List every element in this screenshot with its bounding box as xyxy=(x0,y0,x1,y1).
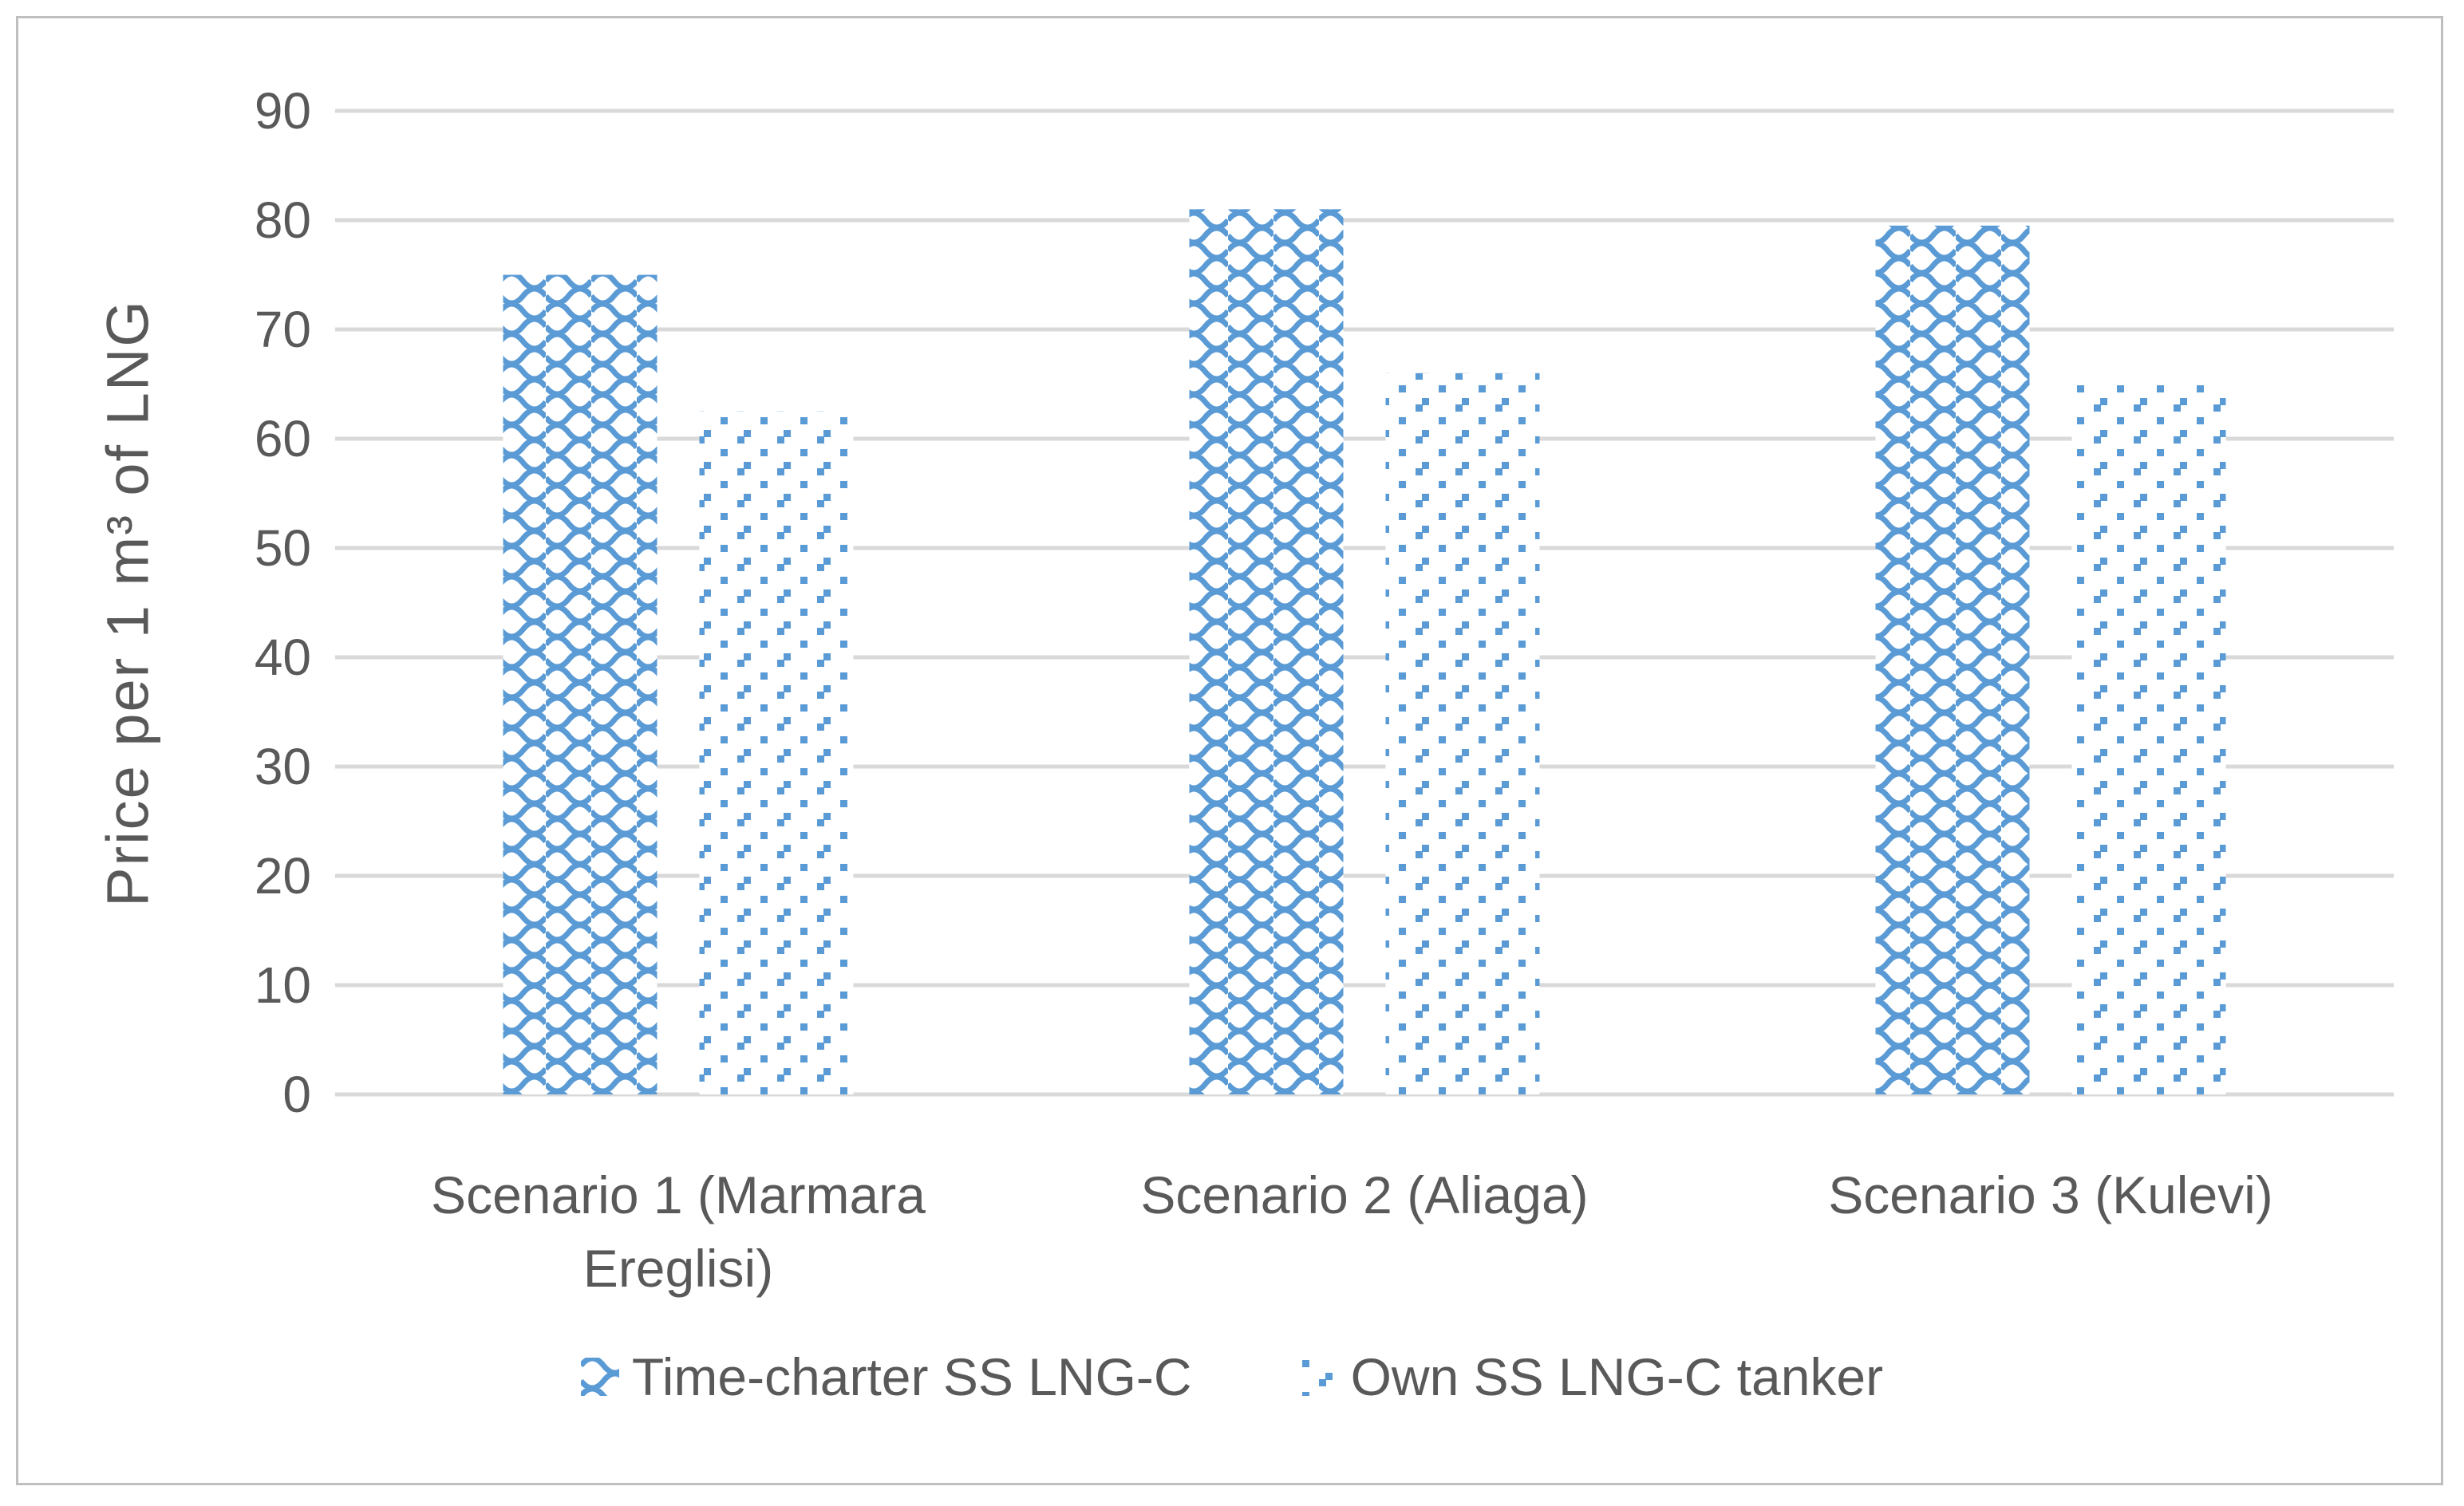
legend-label-2: Own SS LNG-C tanker xyxy=(1350,1347,1884,1406)
y-tick-label-30: 30 xyxy=(254,738,311,795)
category-label-2: Scenario 2 (Aliaga) xyxy=(1140,1165,1589,1224)
y-tick-label-90: 90 xyxy=(254,82,311,140)
y-tick-label-60: 60 xyxy=(254,410,311,467)
bar-series2-cat2 xyxy=(1385,373,1540,1094)
legend-label-1: Time-charter SS LNG-C xyxy=(631,1347,1192,1406)
bar-series1-cat2 xyxy=(1189,209,1344,1094)
bar-series2-cat1 xyxy=(699,411,854,1094)
y-tick-label-70: 70 xyxy=(254,301,311,358)
legend-item-1: Time-charter SS LNG-C xyxy=(580,1346,1192,1407)
category-label-1: Scenario 1 (Marmara Ereglisi) xyxy=(431,1165,926,1299)
y-tick-label-80: 80 xyxy=(254,191,311,249)
bar-series1-cat1 xyxy=(503,274,657,1094)
gridlines xyxy=(335,108,2394,1097)
legend: Time-charter SS LNG-C Own SS LNG-C tanker xyxy=(0,1346,2464,1407)
category-label-3: Scenario 3 (Kulevi) xyxy=(1828,1165,2273,1224)
y-tick-label-40: 40 xyxy=(254,629,311,686)
y-axis-title: Price per 1 m³ of LNG xyxy=(94,299,161,907)
legend-item-2: Own SS LNG-C tanker xyxy=(1299,1346,1884,1407)
y-tick-label-10: 10 xyxy=(254,956,311,1014)
bar-series1-cat3 xyxy=(1875,225,2030,1095)
bar-series2-cat3 xyxy=(2071,384,2226,1094)
legend-swatch-dots-icon xyxy=(1299,1358,1338,1396)
y-tick-label-20: 20 xyxy=(254,847,311,905)
y-tick-label-50: 50 xyxy=(254,519,311,577)
y-tick-label-0: 0 xyxy=(282,1066,311,1123)
bars xyxy=(503,209,2226,1095)
legend-swatch-wave-icon xyxy=(580,1358,619,1396)
